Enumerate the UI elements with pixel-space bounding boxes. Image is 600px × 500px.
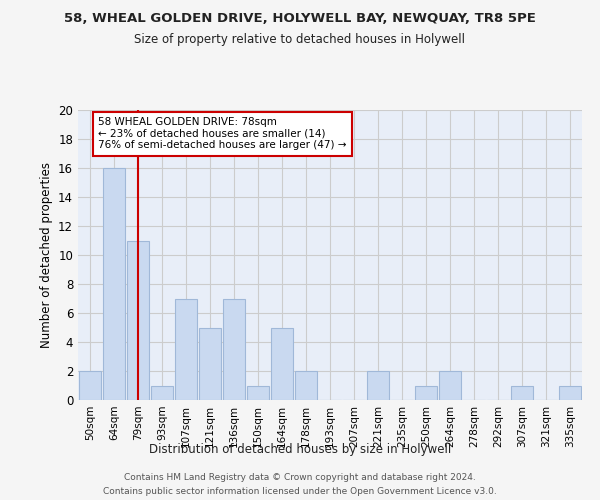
Bar (295, 371, 317, 400)
Y-axis label: Number of detached properties: Number of detached properties (40, 162, 53, 348)
Bar (559, 386, 581, 400)
Bar (103, 168, 125, 400)
Text: 58 WHEAL GOLDEN DRIVE: 78sqm
← 23% of detached houses are smaller (14)
76% of se: 58 WHEAL GOLDEN DRIVE: 78sqm ← 23% of de… (98, 117, 347, 150)
Bar (415, 386, 437, 400)
Bar (223, 298, 245, 400)
Bar (175, 298, 197, 400)
Text: Size of property relative to detached houses in Holywell: Size of property relative to detached ho… (134, 32, 466, 46)
Bar (199, 328, 221, 400)
Bar (271, 328, 293, 400)
Text: Distribution of detached houses by size in Holywell: Distribution of detached houses by size … (149, 442, 451, 456)
Bar (127, 240, 149, 400)
Bar (151, 386, 173, 400)
Bar (79, 371, 101, 400)
Bar (367, 371, 389, 400)
Text: 58, WHEAL GOLDEN DRIVE, HOLYWELL BAY, NEWQUAY, TR8 5PE: 58, WHEAL GOLDEN DRIVE, HOLYWELL BAY, NE… (64, 12, 536, 26)
Bar (439, 371, 461, 400)
Text: Contains public sector information licensed under the Open Government Licence v3: Contains public sector information licen… (103, 488, 497, 496)
Bar (247, 386, 269, 400)
Bar (511, 386, 533, 400)
Text: Contains HM Land Registry data © Crown copyright and database right 2024.: Contains HM Land Registry data © Crown c… (124, 472, 476, 482)
